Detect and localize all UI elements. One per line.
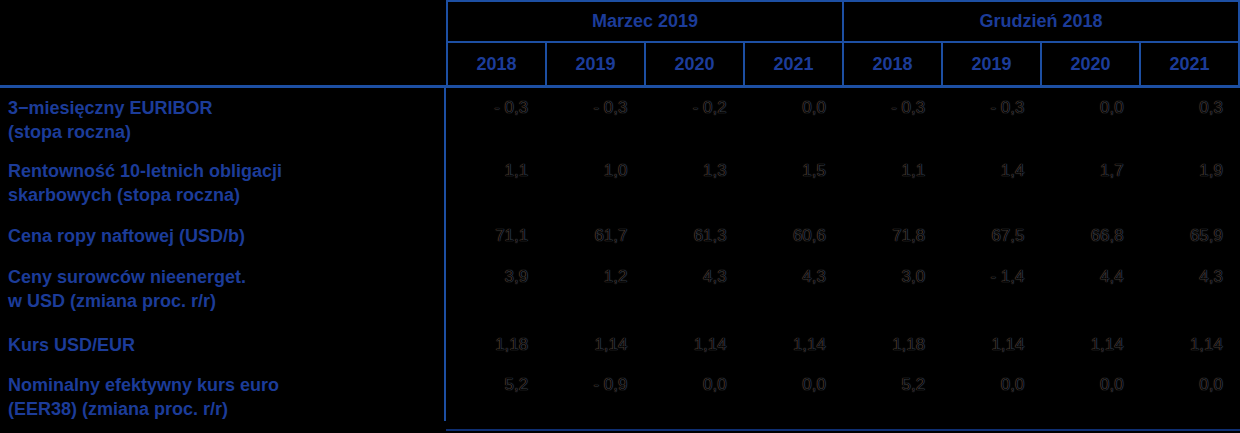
value-cell: 1,2 [545, 248, 644, 313]
value-cell: - 0,2 [645, 88, 744, 144]
bottom-rule [446, 429, 1240, 431]
table-row-oil-price: Cena ropy naftowej (USD/b) 71,1 61,7 61,… [0, 207, 1240, 248]
table-row-euribor: 3−miesięczny EURIBOR (stopa roczna) - 0,… [0, 88, 1240, 144]
value-cell: 0,0 [744, 357, 843, 421]
value-cell: 3,9 [446, 248, 545, 313]
value-cell: 1,1 [843, 144, 942, 207]
value-cell: 1,18 [446, 313, 545, 357]
value-cell: 1,14 [942, 313, 1041, 357]
value-cell: 1,7 [1042, 144, 1141, 207]
row-label: Nominalny efektywny kurs euro (EER38) (z… [0, 357, 446, 421]
value-cell: 1,3 [645, 144, 744, 207]
value-cell: 1,14 [1141, 313, 1240, 357]
value-cell: - 0,3 [843, 88, 942, 144]
table-row-nonenergy-commodities: Ceny surowców nieenerget. w USD (zmiana … [0, 248, 1240, 313]
value-cell: 65,9 [1141, 207, 1240, 248]
value-cell: - 1,4 [942, 248, 1041, 313]
value-cell: 67,5 [942, 207, 1041, 248]
year-header: 2020 [644, 43, 743, 85]
row-label: Rentowność 10-letnich obligacji skarbowy… [0, 144, 446, 207]
value-cell: 1,14 [545, 313, 644, 357]
value-cell: 3,0 [843, 248, 942, 313]
value-cell: 1,4 [942, 144, 1041, 207]
table-body: 3−miesięczny EURIBOR (stopa roczna) - 0,… [0, 88, 1240, 421]
value-cell: - 0,9 [545, 357, 644, 421]
value-cell: 66,8 [1042, 207, 1141, 248]
year-header: 2018 [446, 43, 545, 85]
column-group-grudzien-2018: Grudzień 2018 [844, 2, 1240, 43]
value-cell: 61,3 [645, 207, 744, 248]
value-cell: 0,0 [1042, 357, 1141, 421]
value-cell: - 0,3 [942, 88, 1041, 144]
value-cell: 0,0 [1141, 357, 1240, 421]
table-row-eer38: Nominalny efektywny kurs euro (EER38) (z… [0, 357, 1240, 421]
year-header: 2019 [545, 43, 644, 85]
value-cell: 0,0 [1042, 88, 1141, 144]
value-cell: - 0,3 [545, 88, 644, 144]
value-cell: 4,3 [744, 248, 843, 313]
year-header: 2021 [1139, 43, 1240, 85]
value-cell: 5,2 [843, 357, 942, 421]
value-cell: 4,3 [645, 248, 744, 313]
column-group-header-row: Marzec 2019 Grudzień 2018 [446, 0, 1240, 43]
value-cell: 4,3 [1141, 248, 1240, 313]
value-cell: 0,0 [744, 88, 843, 144]
year-header: 2021 [743, 43, 842, 85]
value-cell: 1,9 [1141, 144, 1240, 207]
table-row-bond-yield: Rentowność 10-letnich obligacji skarbowy… [0, 144, 1240, 207]
row-label: Cena ropy naftowej (USD/b) [0, 207, 446, 248]
value-cell: 71,1 [446, 207, 545, 248]
value-cell: 4,4 [1042, 248, 1141, 313]
row-label: Ceny surowców nieenerget. w USD (zmiana … [0, 248, 446, 313]
value-cell: 71,8 [843, 207, 942, 248]
value-cell: - 0,3 [446, 88, 545, 144]
value-cell: 1,1 [446, 144, 545, 207]
year-header-spacer [0, 43, 446, 85]
value-cell: 61,7 [545, 207, 644, 248]
value-cell: 1,0 [545, 144, 644, 207]
row-label: Kurs USD/EUR [0, 313, 446, 357]
value-cell: 0,0 [942, 357, 1041, 421]
year-header: 2018 [842, 43, 941, 85]
value-cell: 0,3 [1141, 88, 1240, 144]
value-cell: 1,14 [744, 313, 843, 357]
value-cell: 5,2 [446, 357, 545, 421]
value-cell: 1,18 [843, 313, 942, 357]
table-row-usd-eur: Kurs USD/EUR 1,18 1,14 1,14 1,14 1,18 1,… [0, 313, 1240, 357]
column-group-marzec-2019: Marzec 2019 [446, 2, 844, 43]
row-label: 3−miesięczny EURIBOR (stopa roczna) [0, 88, 446, 144]
year-header-row: 2018 2019 2020 2021 2018 2019 2020 2021 [0, 43, 1240, 85]
projections-assumptions-table: Marzec 2019 Grudzień 2018 2018 2019 2020… [0, 0, 1240, 433]
value-cell: 60,6 [744, 207, 843, 248]
value-cell: 1,14 [1042, 313, 1141, 357]
year-header: 2019 [941, 43, 1040, 85]
value-cell: 1,5 [744, 144, 843, 207]
value-cell: 1,14 [645, 313, 744, 357]
year-header: 2020 [1040, 43, 1139, 85]
value-cell: 0,0 [645, 357, 744, 421]
